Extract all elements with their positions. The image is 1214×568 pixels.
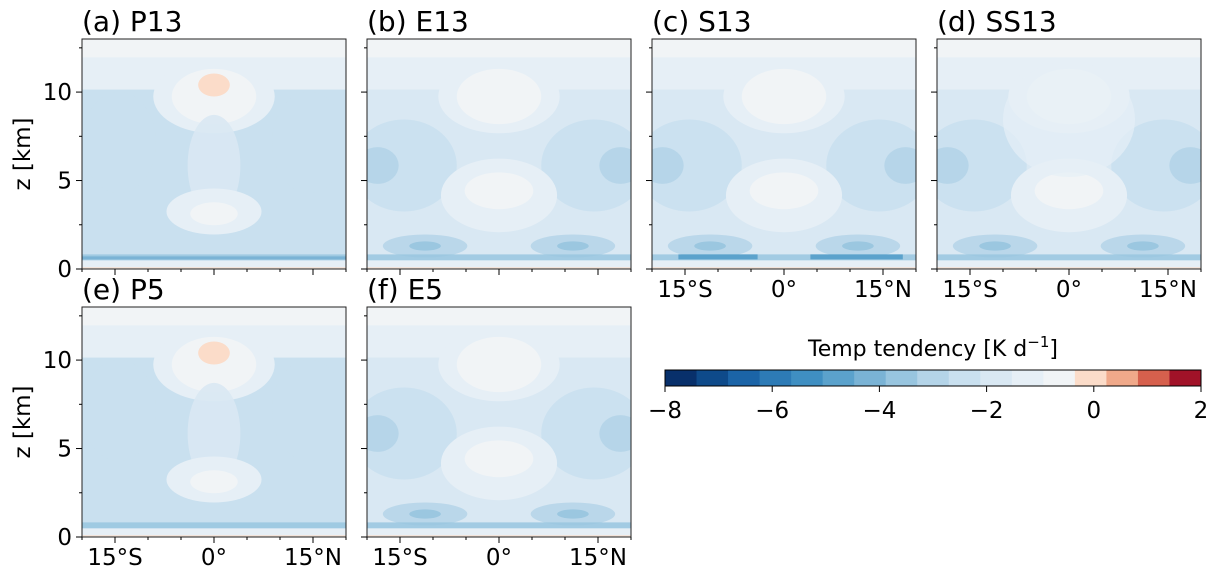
colorbar-segment — [885, 370, 918, 386]
x-tick-label: 15°N — [284, 545, 342, 568]
x-tick-label: 0° — [486, 545, 512, 568]
x-tick-label: 15°N — [854, 277, 912, 303]
y-tick-label: 5 — [57, 437, 72, 463]
colorbar: −8 −6 −4 −2 0 2 Temp tendency [K d−1] — [648, 333, 1208, 424]
colorbar-label: Temp tendency [K d−1] — [807, 333, 1058, 362]
contour-field — [652, 39, 916, 269]
x-tick-label: 0° — [201, 545, 227, 568]
colorbar-tick-label: −4 — [862, 398, 896, 424]
colorbar-segment — [1011, 370, 1044, 386]
y-tick-label: 10 — [43, 80, 72, 106]
x-tick-label: 15°S — [372, 545, 427, 568]
panel-title: (f) E5 — [367, 273, 443, 306]
contour-field — [367, 307, 631, 537]
colorbar-segment — [791, 370, 824, 386]
contour-field — [937, 39, 1201, 269]
panel-title: (d) SS13 — [937, 5, 1057, 38]
colorbar-segment — [822, 370, 855, 386]
y-axis-label: z [km] — [10, 117, 36, 190]
colorbar-segment — [665, 370, 698, 386]
panel-ss13: (d) SS13 15°S 0° 15°N — [931, 5, 1202, 303]
colorbar-segment — [1043, 370, 1076, 386]
colorbar-tick-label: 0 — [1086, 398, 1101, 424]
panel-title: (c) S13 — [652, 5, 752, 38]
x-tick-label: 15°N — [569, 545, 627, 568]
contour-field — [82, 39, 346, 269]
colorbar-segment — [696, 370, 729, 386]
x-tick-label: 15°N — [1139, 277, 1197, 303]
colorbar-segment — [1137, 370, 1170, 386]
colorbar-segment — [759, 370, 792, 386]
panel-title: (e) P5 — [82, 273, 165, 306]
x-tick-label: 15°S — [942, 277, 997, 303]
x-tick-label: 0° — [771, 277, 797, 303]
panel-e5: (f) E5 15°S 0° 15°N — [361, 273, 632, 568]
colorbar-segment — [1169, 370, 1202, 386]
colorbar-tick-label: −8 — [648, 398, 682, 424]
colorbar-segment — [728, 370, 761, 386]
panel-title: (a) P13 — [82, 5, 182, 38]
colorbar-segment — [980, 370, 1013, 386]
colorbar-tick-label: 2 — [1194, 398, 1209, 424]
panel-s13: (c) S13 15°S 0° 15°N — [646, 5, 917, 303]
panel-p5: (e) P5 0 5 10 15°S 0° 15°N z [km] — [10, 273, 347, 568]
x-tick-label: 0° — [1056, 277, 1082, 303]
y-axis-label: z [km] — [10, 385, 36, 458]
y-tick-label: 5 — [57, 169, 72, 195]
colorbar-segment — [1074, 370, 1107, 386]
y-tick-label: 10 — [43, 348, 72, 374]
y-tick-label: 0 — [57, 257, 72, 283]
colorbar-tick-label: −6 — [755, 398, 789, 424]
panel-title: (b) E13 — [367, 5, 469, 38]
panel-p13: (a) P13 0 5 10 z [km] — [10, 5, 347, 283]
panel-e13: (b) E13 — [361, 5, 632, 275]
contour-field — [367, 39, 631, 269]
x-tick-label: 15°S — [87, 545, 142, 568]
y-tick-label: 0 — [57, 525, 72, 551]
x-tick-label: 15°S — [657, 277, 712, 303]
colorbar-segment — [1106, 370, 1139, 386]
colorbar-segment — [854, 370, 887, 386]
colorbar-segment — [917, 370, 950, 386]
colorbar-segment — [948, 370, 981, 386]
colorbar-tick-label: −2 — [970, 398, 1004, 424]
colorbar-frame — [664, 369, 1202, 387]
contour-field — [82, 307, 346, 537]
